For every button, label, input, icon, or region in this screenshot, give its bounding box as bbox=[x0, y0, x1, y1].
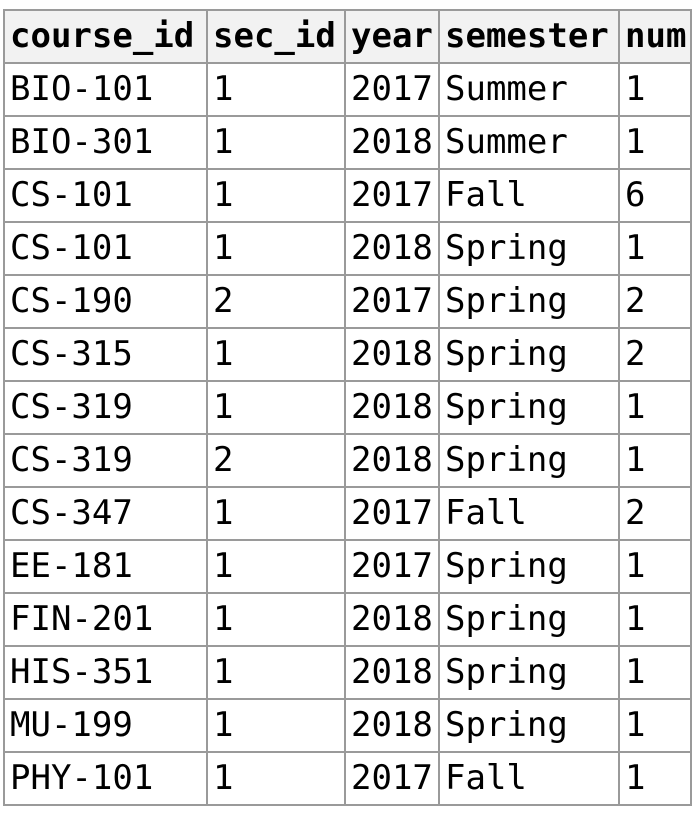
sec-id-cell: 1 bbox=[206, 539, 346, 594]
course-id-cell: BIO-101 bbox=[3, 62, 208, 117]
course-id-cell: CS-101 bbox=[3, 221, 208, 276]
column-header-sec-id: sec_id bbox=[206, 9, 346, 64]
sec-id-cell: 1 bbox=[206, 592, 346, 647]
year-cell: 2017 bbox=[344, 486, 440, 541]
table-row: MU-199 1 2018 Spring 1 bbox=[3, 698, 692, 753]
semester-cell: Spring bbox=[438, 539, 620, 594]
course-id-cell: FIN-201 bbox=[3, 592, 208, 647]
num-cell: 1 bbox=[618, 539, 692, 594]
course-id-cell: CS-319 bbox=[3, 433, 208, 488]
sec-id-cell: 1 bbox=[206, 751, 346, 806]
sec-id-cell: 1 bbox=[206, 698, 346, 753]
semester-cell: Spring bbox=[438, 221, 620, 276]
num-cell: 2 bbox=[618, 486, 692, 541]
table-body: BIO-101 1 2017 Summer 1 BIO-301 1 2018 Summer 1 CS… bbox=[3, 62, 692, 806]
sec-id-cell: 1 bbox=[206, 380, 346, 435]
course-id-cell: PHY-101 bbox=[3, 751, 208, 806]
year-cell: 2018 bbox=[344, 380, 440, 435]
column-header-semester: semester bbox=[438, 9, 620, 64]
num-cell: 1 bbox=[618, 380, 692, 435]
semester-cell: Fall bbox=[438, 486, 620, 541]
table-row: CS-315 1 2018 Spring 2 bbox=[3, 327, 692, 382]
semester-cell: Summer bbox=[438, 115, 620, 170]
table-row: CS-319 2 2018 Spring 1 bbox=[3, 433, 692, 488]
num-cell: 1 bbox=[618, 62, 692, 117]
course-id-cell: CS-315 bbox=[3, 327, 208, 382]
sec-id-cell: 1 bbox=[206, 327, 346, 382]
semester-cell: Spring bbox=[438, 645, 620, 700]
sec-id-cell: 1 bbox=[206, 115, 346, 170]
table-row: CS-101 1 2018 Spring 1 bbox=[3, 221, 692, 276]
course-id-cell: BIO-301 bbox=[3, 115, 208, 170]
num-cell: 1 bbox=[618, 433, 692, 488]
num-cell: 1 bbox=[618, 698, 692, 753]
sec-id-cell: 1 bbox=[206, 221, 346, 276]
semester-cell: Spring bbox=[438, 327, 620, 382]
year-cell: 2017 bbox=[344, 62, 440, 117]
column-header-course-id: course_id bbox=[3, 9, 208, 64]
table-row: CS-347 1 2017 Fall 2 bbox=[3, 486, 692, 541]
num-cell: 1 bbox=[618, 221, 692, 276]
year-cell: 2018 bbox=[344, 698, 440, 753]
table-row: FIN-201 1 2018 Spring 1 bbox=[3, 592, 692, 647]
year-cell: 2017 bbox=[344, 539, 440, 594]
num-cell: 1 bbox=[618, 751, 692, 806]
year-cell: 2017 bbox=[344, 168, 440, 223]
table-row: CS-101 1 2017 Fall 6 bbox=[3, 168, 692, 223]
num-cell: 2 bbox=[618, 274, 692, 329]
query-result-table: course_id sec_id year semester num BIO-1… bbox=[3, 9, 692, 806]
year-cell: 2017 bbox=[344, 751, 440, 806]
course-id-cell: MU-199 bbox=[3, 698, 208, 753]
semester-cell: Spring bbox=[438, 698, 620, 753]
course-id-cell: HIS-351 bbox=[3, 645, 208, 700]
sec-id-cell: 1 bbox=[206, 486, 346, 541]
semester-cell: Fall bbox=[438, 751, 620, 806]
year-cell: 2018 bbox=[344, 327, 440, 382]
course-id-cell: CS-319 bbox=[3, 380, 208, 435]
table-row: BIO-101 1 2017 Summer 1 bbox=[3, 62, 692, 117]
sec-id-cell: 1 bbox=[206, 62, 346, 117]
table-row: CS-319 1 2018 Spring 1 bbox=[3, 380, 692, 435]
semester-cell: Summer bbox=[438, 62, 620, 117]
column-header-year: year bbox=[344, 9, 440, 64]
num-cell: 2 bbox=[618, 327, 692, 382]
semester-cell: Spring bbox=[438, 380, 620, 435]
num-cell: 1 bbox=[618, 592, 692, 647]
course-id-cell: CS-347 bbox=[3, 486, 208, 541]
num-cell: 1 bbox=[618, 645, 692, 700]
num-cell: 1 bbox=[618, 115, 692, 170]
semester-cell: Fall bbox=[438, 168, 620, 223]
sec-id-cell: 2 bbox=[206, 433, 346, 488]
sec-id-cell: 2 bbox=[206, 274, 346, 329]
table-row: BIO-301 1 2018 Summer 1 bbox=[3, 115, 692, 170]
table-row: CS-190 2 2017 Spring 2 bbox=[3, 274, 692, 329]
semester-cell: Spring bbox=[438, 592, 620, 647]
year-cell: 2018 bbox=[344, 115, 440, 170]
year-cell: 2018 bbox=[344, 645, 440, 700]
sec-id-cell: 1 bbox=[206, 168, 346, 223]
year-cell: 2017 bbox=[344, 274, 440, 329]
table-row: PHY-101 1 2017 Fall 1 bbox=[3, 751, 692, 806]
year-cell: 2018 bbox=[344, 221, 440, 276]
table-row: HIS-351 1 2018 Spring 1 bbox=[3, 645, 692, 700]
course-id-cell: EE-181 bbox=[3, 539, 208, 594]
semester-cell: Spring bbox=[438, 274, 620, 329]
sec-id-cell: 1 bbox=[206, 645, 346, 700]
course-id-cell: CS-190 bbox=[3, 274, 208, 329]
course-id-cell: CS-101 bbox=[3, 168, 208, 223]
table-header-row: course_id sec_id year semester num bbox=[3, 9, 692, 64]
semester-cell: Spring bbox=[438, 433, 620, 488]
year-cell: 2018 bbox=[344, 592, 440, 647]
table-row: EE-181 1 2017 Spring 1 bbox=[3, 539, 692, 594]
column-header-num: num bbox=[618, 9, 692, 64]
year-cell: 2018 bbox=[344, 433, 440, 488]
num-cell: 6 bbox=[618, 168, 692, 223]
